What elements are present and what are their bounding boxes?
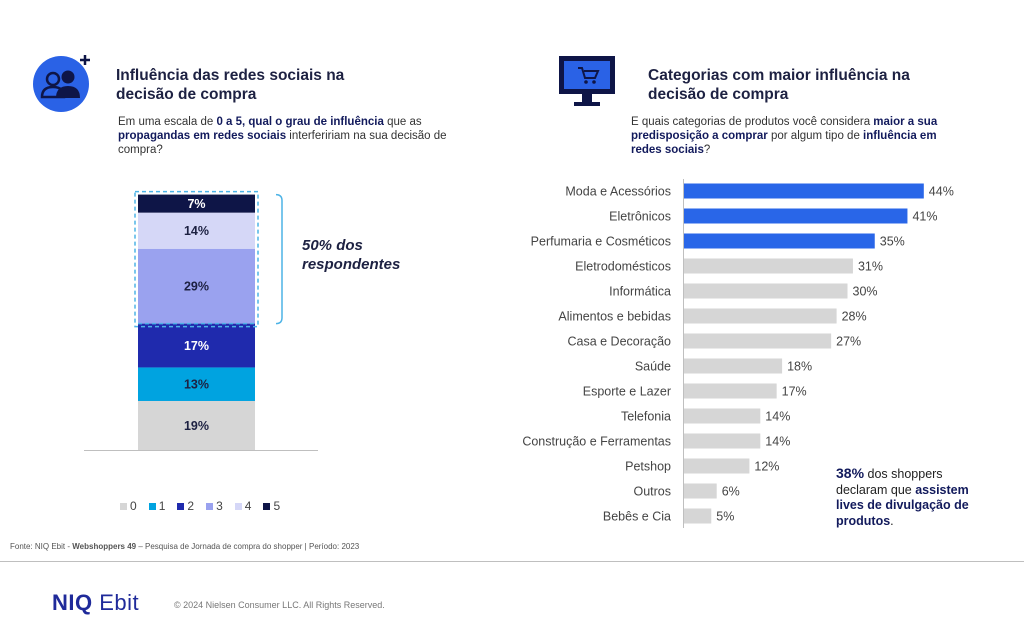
legend-item-2: 2 — [177, 499, 194, 513]
hbar-category-label: Casa e Decoração — [567, 335, 671, 349]
hbar-13 — [684, 508, 712, 524]
left-title-line2: decisão de compra — [116, 86, 257, 103]
hbar-value-label: 6% — [722, 485, 740, 499]
hbar-category-label: Eletrônicos — [609, 210, 671, 224]
hbar-value-label: 44% — [929, 185, 954, 199]
hbar-value-label: 31% — [858, 260, 883, 274]
hbar-6 — [684, 333, 832, 349]
hbar-3 — [684, 258, 853, 274]
hbar-value-label: 27% — [836, 335, 861, 349]
right-title-line1: Categorias com maior influência na — [648, 67, 910, 84]
hbar-category-label: Alimentos e bebidas — [558, 310, 671, 324]
users-plus-icon — [32, 52, 96, 116]
stack-segment-5 — [138, 194, 255, 213]
hbar-7 — [684, 358, 783, 374]
stack-label-0: 19% — [184, 419, 209, 433]
hbar-value-label: 12% — [754, 460, 779, 474]
hbar-2 — [684, 233, 875, 249]
right-title-line2: decisão de compra — [648, 86, 789, 103]
hbar-9 — [684, 408, 761, 424]
hbar-value-label: 14% — [765, 435, 790, 449]
hbar-0 — [684, 183, 924, 199]
stack-segment-1 — [138, 367, 255, 401]
hbar-4 — [684, 283, 848, 299]
legend-item-0: 0 — [120, 499, 137, 513]
hbar-value-label: 30% — [853, 285, 878, 299]
lives-callout: 38% dos shoppers declaram que assistem l… — [836, 465, 969, 528]
hbar-value-label: 17% — [782, 385, 807, 399]
footer-divider — [0, 561, 1024, 562]
stack-label-4: 14% — [184, 224, 209, 238]
monitor-cart-icon — [556, 52, 628, 112]
hbar-value-label: 35% — [880, 235, 905, 249]
bracket — [275, 193, 283, 325]
hbar-category-label: Saúde — [635, 360, 671, 374]
hbar-10 — [684, 433, 761, 449]
stack-segment-2 — [138, 323, 255, 368]
hbar-category-label: Perfumaria e Cosméticos — [531, 235, 671, 249]
hbar-category-label: Moda e Acessórios — [565, 185, 671, 199]
stack-label-2: 17% — [184, 339, 209, 353]
hbar-value-label: 5% — [716, 510, 734, 524]
legend-item-3: 3 — [206, 499, 223, 513]
hbar-value-label: 28% — [842, 310, 867, 324]
stack-label-3: 29% — [184, 280, 209, 294]
legend-item-4: 4 — [234, 499, 251, 513]
copyright: © 2024 Nielsen Consumer LLC. All Rights … — [174, 600, 385, 610]
left-question: Em uma escala de 0 a 5, qual o grau de i… — [118, 116, 447, 156]
hbar-value-label: 41% — [912, 210, 937, 224]
hbar-category-label: Esporte e Lazer — [583, 385, 671, 399]
hbar-value-label: 18% — [787, 360, 812, 374]
right-question: E quais categorias de produtos você cons… — [631, 116, 938, 156]
hbar-8 — [684, 383, 777, 399]
hbar-category-label: Informática — [609, 285, 671, 299]
legend-item-5: 5 — [263, 499, 280, 513]
stack-segment-3 — [138, 248, 255, 324]
source-note: Fonte: NIQ Ebit - Webshoppers 49 – Pesqu… — [10, 542, 360, 551]
stack-segment-4 — [138, 212, 255, 249]
niq-ebit-logo: NIQ Ebit — [52, 590, 140, 615]
stack-label-5: 7% — [187, 197, 205, 211]
hbar-category-label: Telefonia — [621, 410, 671, 424]
hbar-category-label: Petshop — [625, 460, 671, 474]
legend: 0 1 2 3 4 5 — [120, 499, 280, 513]
stack-label-1: 13% — [184, 378, 209, 392]
hbar-category-label: Construção e Ferramentas — [522, 435, 671, 449]
hbar-category-label: Bebês e Cia — [603, 510, 671, 524]
bracket-annotation: 50% dos respondentes — [302, 237, 401, 273]
hbar-12 — [684, 483, 717, 499]
highlight-dashed-box — [134, 190, 259, 328]
hbar-value-label: 14% — [765, 410, 790, 424]
hbar-category-label: Outros — [633, 485, 671, 499]
hbar-category-label: Eletrodomésticos — [575, 260, 671, 274]
legend-item-1: 1 — [148, 499, 165, 513]
hbar-1 — [684, 208, 908, 224]
stack-segment-0 — [138, 400, 255, 450]
hbar-5 — [684, 308, 837, 324]
hbar-11 — [684, 458, 750, 474]
left-title-line1: Influência das redes sociais na — [116, 67, 345, 84]
